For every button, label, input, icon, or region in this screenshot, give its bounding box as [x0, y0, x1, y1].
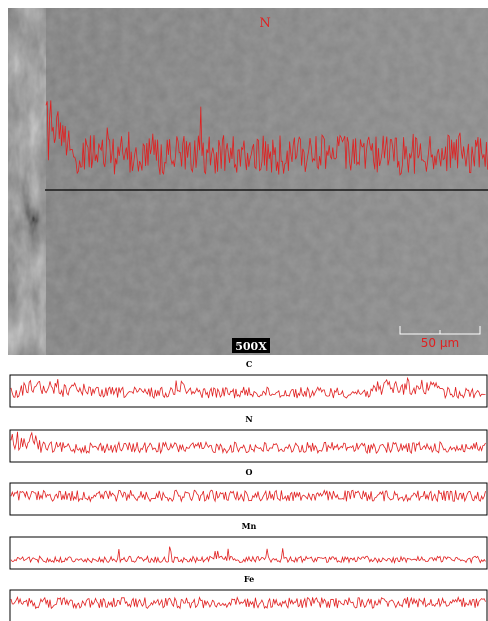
sem-edge	[8, 8, 46, 355]
element-label: N	[259, 16, 270, 31]
figure: N 500X 50 μm C N O Mn Fe	[0, 0, 488, 621]
profile-label: N	[245, 414, 252, 424]
scale-label: 50 μm	[421, 336, 459, 350]
profile-trace	[11, 597, 486, 608]
profile-label: O	[246, 467, 253, 477]
profile-trace	[11, 378, 486, 398]
profile-trace	[11, 432, 486, 453]
profile-trace	[11, 490, 486, 501]
magnification: 500X	[235, 340, 267, 353]
sem-texture	[8, 8, 488, 355]
profile-frame	[10, 537, 487, 569]
sem-image: N 500X 50 μm	[8, 8, 488, 355]
profile-label: Mn	[242, 521, 257, 531]
profile-label: C	[246, 359, 252, 369]
profile-label: Fe	[244, 574, 254, 584]
profiles: C N O Mn Fe	[10, 359, 487, 621]
profile-trace	[11, 547, 486, 563]
profile-frame	[10, 430, 487, 462]
